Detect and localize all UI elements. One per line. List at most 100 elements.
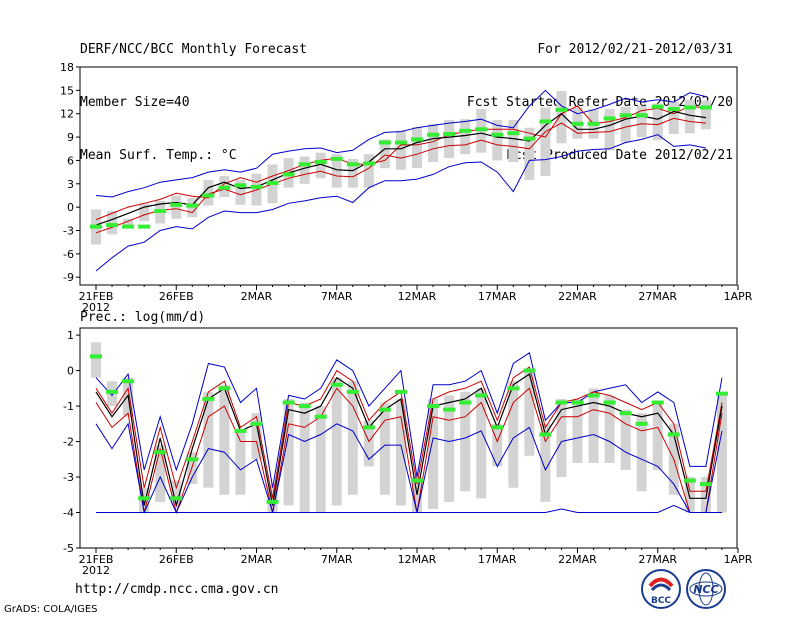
temp-range-bar [171, 195, 182, 219]
precip-observed-marker [699, 482, 712, 487]
temp-observed-marker [186, 203, 199, 208]
precip-y-tick-label: -3 [63, 471, 74, 484]
temp-range-bar [636, 105, 647, 138]
precip-range-bar [588, 388, 599, 463]
bcc-logo: BCC [641, 569, 681, 609]
precip-range-bar [572, 398, 583, 463]
temp-observed-marker [90, 224, 102, 229]
temp-observed-marker [427, 132, 440, 137]
temp-observed-marker [122, 224, 135, 229]
precip-observed-marker [443, 407, 456, 412]
temp-y-tick-label: 3 [67, 178, 74, 191]
precip-y-tick-label: -2 [63, 436, 74, 449]
temp-observed-marker [411, 137, 423, 142]
precip-range-bar [636, 413, 647, 492]
temp-series-upper [95, 105, 706, 221]
precip-range-bar [155, 445, 166, 502]
precip-y-tick-label: 0 [67, 365, 74, 378]
temp-range-bar [347, 158, 358, 188]
temp-observed-marker [234, 183, 247, 188]
temp-observed-marker [603, 116, 616, 121]
temp-range-bar [700, 100, 711, 130]
temp-range-bar [492, 119, 503, 161]
temp-range-bar [540, 107, 551, 176]
precip-x-tick-label: 27MAR [638, 553, 677, 566]
temp-plot-frame [79, 66, 738, 286]
source-url[interactable]: http://cmdp.ncc.cma.gov.cn [75, 582, 279, 597]
temp-y-tick-label: 15 [60, 84, 74, 97]
temp-series-mean [95, 110, 706, 226]
precip-observed-marker [523, 368, 536, 373]
temp-observed-marker [571, 121, 584, 126]
precip-observed-marker [683, 478, 696, 483]
temp-range-bar [412, 126, 422, 169]
temp-observed-marker [667, 107, 680, 112]
temp-observed-marker [459, 128, 472, 133]
precip-plot-frame [79, 327, 738, 549]
member-size: Member Size=40 [80, 95, 190, 110]
temp-y-tick-label: 12 [60, 108, 74, 121]
precip-observed-marker [298, 404, 311, 409]
precip-observed-marker [539, 432, 552, 437]
precip-range-bar [347, 381, 358, 495]
temp-y-tick-label: -3 [63, 225, 74, 238]
temp-observed-marker [587, 121, 600, 126]
temp-x-tick-label: 1APR [724, 290, 753, 303]
temp-observed-marker [539, 119, 552, 124]
temp-observed-marker [106, 223, 119, 228]
precip-observed-marker [362, 425, 375, 430]
precip-x-tick-label: 26FEB [159, 553, 194, 566]
precip-series-min-floor [96, 504, 722, 513]
precip-x-year-label: 2012 [82, 564, 110, 577]
precip-observed-marker [202, 396, 215, 401]
temp-y-tick-label: 18 [60, 61, 74, 74]
precip-range-bar [652, 402, 663, 470]
precip-range-bar [379, 402, 390, 495]
precip-x-tick-label: 7MAR [321, 553, 353, 566]
temp-observed-marker [394, 140, 407, 145]
temp-x-tick-label: 22MAR [558, 290, 597, 303]
temp-observed-marker [330, 156, 343, 161]
precip-observed-marker [555, 400, 568, 405]
temp-observed-marker [250, 184, 263, 189]
precip-observed-marker [587, 393, 600, 398]
precip-range-bar [395, 398, 406, 506]
temp-range-bar [620, 106, 631, 143]
temp-observed-marker [202, 193, 215, 198]
temp-observed-marker [138, 224, 151, 229]
temp-range-bar [331, 154, 342, 188]
temp-observed-marker [314, 159, 327, 164]
temp-observed-marker [378, 140, 391, 145]
temp-y-tick-label: 9 [67, 131, 74, 144]
temp-range-bar [203, 179, 214, 206]
temp-x-tick-label: 26FEB [159, 290, 194, 303]
ncc-logo: NCC [686, 569, 726, 609]
precip-series-mean [95, 373, 723, 508]
precip-x-tick-label: 17MAR [478, 553, 517, 566]
temp-range-bar [395, 130, 406, 170]
precip-observed-marker [314, 414, 327, 419]
precip-y-tick-label: -4 [63, 507, 74, 520]
precip-range-bar [700, 477, 711, 513]
precip-series-lower [95, 387, 723, 515]
precip-range-bar [171, 480, 182, 506]
precip-observed-marker [571, 400, 584, 405]
temp-y-tick-label: 6 [67, 154, 74, 167]
precip-observed-marker [603, 400, 616, 405]
temp-observed-marker [475, 127, 488, 132]
precip-observed-marker [459, 400, 472, 405]
precip-range-bar [283, 398, 294, 506]
forecast-produced-date: Fcst Produced Date 2012/02/21 [506, 148, 733, 163]
precip-observed-marker [234, 428, 247, 433]
precip-range-bar [540, 423, 551, 502]
precip-x-tick-label: 2MAR [241, 553, 273, 566]
variable-label: Mean Surf. Temp.: °C [80, 148, 237, 163]
precip-range-bar [716, 391, 727, 513]
temp-range-bar [299, 156, 310, 184]
precip-range-bar [363, 420, 374, 467]
precip-range-bar [476, 388, 487, 499]
precip-observed-marker [250, 421, 263, 426]
temp-range-bar [684, 99, 695, 134]
temp-y-tick-label: -6 [63, 248, 74, 261]
temp-x-year-label: 2012 [82, 301, 110, 314]
